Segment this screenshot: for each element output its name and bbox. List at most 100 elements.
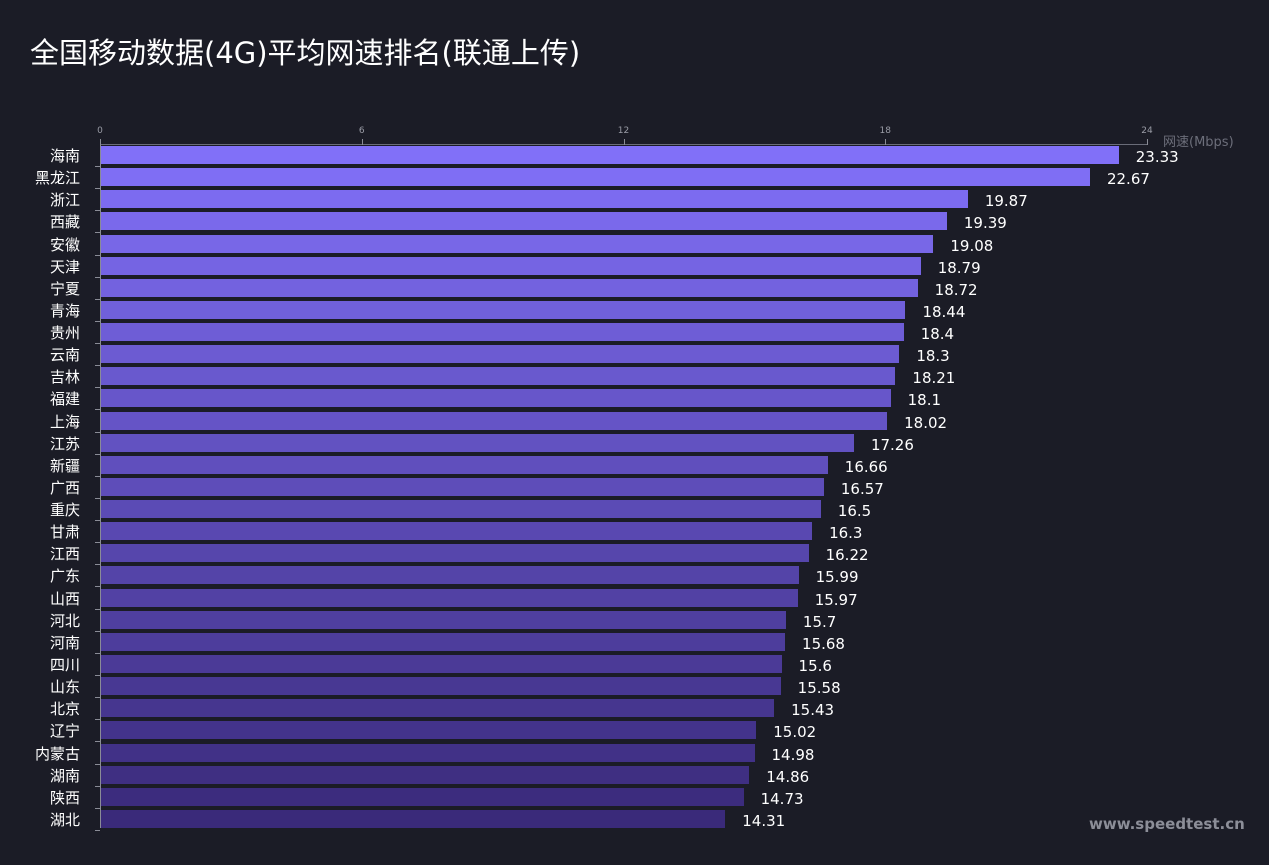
bar-row: 宁夏 18.72	[0, 278, 1269, 300]
y-axis-line	[100, 144, 101, 828]
y-axis-tick	[95, 807, 100, 809]
bar[interactable]	[101, 500, 821, 519]
y-axis-tick	[95, 298, 100, 300]
y-axis-tick	[95, 542, 100, 544]
bar[interactable]	[101, 411, 888, 430]
y-axis-tick	[95, 254, 100, 256]
category-label: 湖北	[49, 810, 80, 829]
bar[interactable]	[101, 699, 775, 718]
bar[interactable]	[101, 323, 904, 342]
category-label: 江西	[49, 545, 80, 564]
bar[interactable]	[101, 566, 799, 585]
bar-row: 河南 15.68	[0, 632, 1269, 654]
bar[interactable]	[101, 477, 824, 496]
bar-row: 内蒙古 14.98	[0, 743, 1269, 765]
y-axis-tick	[95, 276, 100, 278]
y-axis-tick	[95, 586, 100, 588]
category-label: 吉林	[49, 368, 80, 387]
bar-row: 湖北 14.31	[0, 809, 1269, 831]
bar[interactable]	[101, 632, 786, 651]
bar-row: 广东 15.99	[0, 565, 1269, 588]
bar-value-label: 18.44	[922, 302, 966, 321]
y-axis-tick	[95, 343, 100, 345]
bar-value-label: 15.7	[802, 612, 837, 631]
bar[interactable]	[101, 278, 918, 297]
y-axis-tick	[95, 453, 100, 455]
bar[interactable]	[101, 544, 809, 563]
category-label: 甘肃	[49, 523, 80, 542]
bar-row: 云南 18.3	[0, 344, 1269, 367]
bar[interactable]	[101, 168, 1090, 187]
bar-value-label: 18.3	[916, 347, 950, 366]
x-axis-tick	[623, 139, 625, 145]
y-axis-tick	[95, 674, 100, 676]
bar[interactable]	[101, 389, 891, 408]
bar[interactable]	[101, 787, 744, 806]
bar-value-label: 14.31	[742, 811, 786, 830]
bar[interactable]	[101, 455, 828, 474]
category-label: 青海	[49, 301, 80, 320]
y-axis-tick	[95, 564, 100, 566]
category-label: 河南	[49, 633, 80, 652]
bar-row: 河北 15.7	[0, 610, 1269, 632]
bar[interactable]	[101, 522, 813, 541]
x-axis-tick-label: 12	[617, 126, 630, 136]
bar[interactable]	[101, 212, 947, 231]
bar-row: 山西 15.97	[0, 588, 1269, 610]
bar[interactable]	[101, 433, 854, 452]
bar[interactable]	[101, 146, 1119, 164]
bar[interactable]	[101, 190, 968, 209]
bar-value-label: 15.58	[797, 679, 841, 698]
bar-row: 重庆 16.5	[0, 499, 1269, 522]
bar-value-label: 15.68	[802, 634, 845, 653]
bar[interactable]	[101, 610, 786, 629]
category-label: 广西	[49, 478, 80, 497]
bar-row: 福建 18.1	[0, 388, 1269, 411]
bar-value-label: 18.02	[904, 413, 948, 432]
bar-value-label: 14.98	[771, 745, 815, 764]
y-axis-tick	[95, 475, 100, 477]
bar[interactable]	[101, 256, 921, 275]
bar-row: 陕西 14.73	[0, 787, 1269, 809]
y-axis-tick	[95, 431, 100, 433]
category-label: 陕西	[49, 788, 80, 807]
bar-value-label: 15.43	[791, 701, 835, 720]
bar-row: 安徽 19.08	[0, 234, 1269, 256]
category-label: 重庆	[49, 501, 80, 520]
y-axis-tick	[95, 210, 100, 212]
bar[interactable]	[101, 809, 726, 828]
bar-row: 江西 16.22	[0, 543, 1269, 566]
bar[interactable]	[101, 743, 755, 762]
y-axis-tick	[95, 497, 100, 499]
bar[interactable]	[101, 234, 934, 253]
bar-row: 黑龙江 22.67	[0, 167, 1269, 190]
bar-row: 吉林 18.21	[0, 366, 1269, 389]
y-axis-tick	[95, 630, 100, 632]
bar-value-label: 15.97	[814, 590, 858, 609]
x-axis-unit-label: 网速(Mbps)	[1163, 135, 1234, 150]
bar-row: 海南 23.33	[0, 145, 1269, 167]
chart-title: 全国移动数据(4G)平均网速排名(联通上传)	[30, 36, 581, 70]
bar[interactable]	[101, 654, 782, 673]
bar-row: 浙江 19.87	[0, 189, 1269, 212]
bar[interactable]	[101, 765, 750, 784]
bar[interactable]	[101, 345, 900, 364]
bar[interactable]	[101, 588, 798, 607]
bar-row: 甘肃 16.3	[0, 521, 1269, 544]
watermark: www.speedtest.cn	[1089, 815, 1245, 833]
y-axis-tick	[95, 763, 100, 765]
bar[interactable]	[101, 677, 781, 696]
x-axis-tick	[361, 139, 363, 145]
bar-value-label: 15.6	[798, 656, 832, 675]
bar-value-label: 16.3	[829, 524, 863, 543]
bar[interactable]	[101, 721, 757, 740]
y-axis-tick	[95, 829, 100, 831]
category-label: 贵州	[49, 324, 80, 343]
y-axis-tick	[95, 719, 100, 721]
bar-row: 青海 18.44	[0, 300, 1269, 322]
category-label: 云南	[49, 346, 80, 365]
bar-value-label: 18.21	[912, 369, 956, 388]
bar[interactable]	[101, 300, 906, 319]
bar[interactable]	[101, 367, 896, 386]
category-label: 湖南	[49, 766, 80, 785]
